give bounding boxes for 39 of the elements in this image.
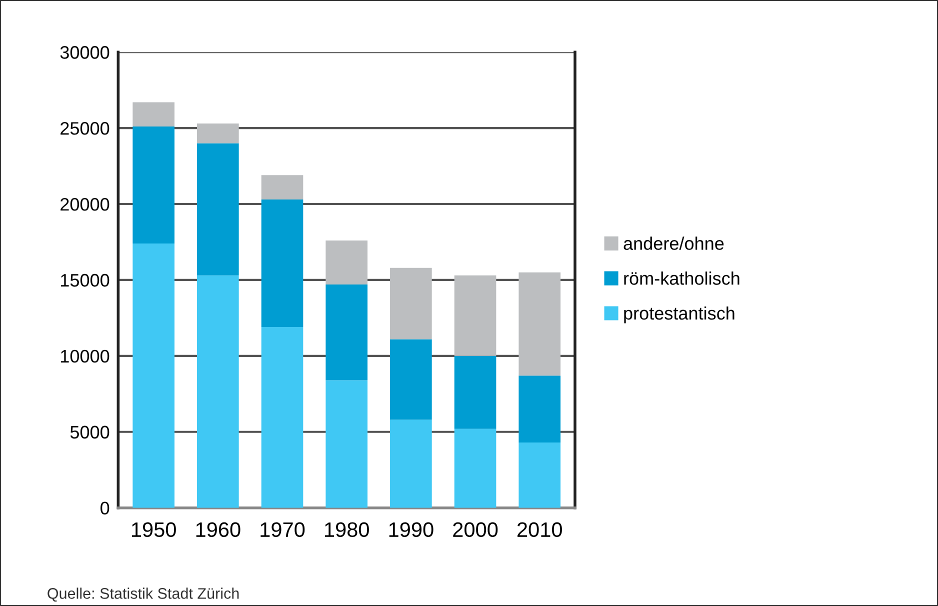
x-tick-label: 1990: [389, 522, 434, 538]
bar: [390, 339, 432, 420]
y-tick-label: 0: [100, 502, 110, 515]
x-tick-label: 1960: [196, 522, 240, 538]
bar: [197, 124, 239, 144]
x-tick-label: 1950: [132, 522, 176, 538]
bar: [518, 272, 561, 376]
x-tick-label: 2010: [517, 522, 562, 538]
bar: [454, 428, 496, 508]
x-tick-label: 1980: [325, 522, 369, 538]
bar: [197, 143, 239, 276]
x-tick-label: 1970: [260, 522, 305, 538]
bar: [261, 327, 304, 508]
y-tick-label: 5000: [70, 426, 110, 439]
bar: [390, 420, 432, 508]
y-tick-label: 30000: [60, 46, 110, 59]
bar: [197, 275, 239, 508]
bar: [326, 380, 368, 508]
y-tick-label: 15000: [61, 274, 110, 287]
bar: [390, 268, 432, 340]
y-tick-label: 10000: [61, 350, 110, 363]
bar: [132, 126, 174, 244]
legend-label: röm-katholisch: [624, 272, 740, 285]
bar: [454, 356, 496, 429]
bar: [326, 240, 368, 285]
y-tick-label: 20000: [60, 198, 110, 211]
y-tick-label: 25000: [60, 122, 110, 135]
bar: [518, 442, 561, 508]
bar: [132, 244, 174, 508]
legend-label: protestantisch: [624, 306, 734, 324]
bar: [518, 376, 561, 443]
bar: [261, 175, 304, 200]
bar: [132, 102, 174, 127]
legend-label: andere/ohne: [624, 236, 724, 250]
bar: [326, 284, 368, 380]
bar: [454, 275, 496, 356]
x-tick-label: 2000: [453, 522, 498, 538]
bar: [261, 199, 304, 328]
source-note: Quelle: Statistik Stadt Zürich: [48, 588, 239, 602]
